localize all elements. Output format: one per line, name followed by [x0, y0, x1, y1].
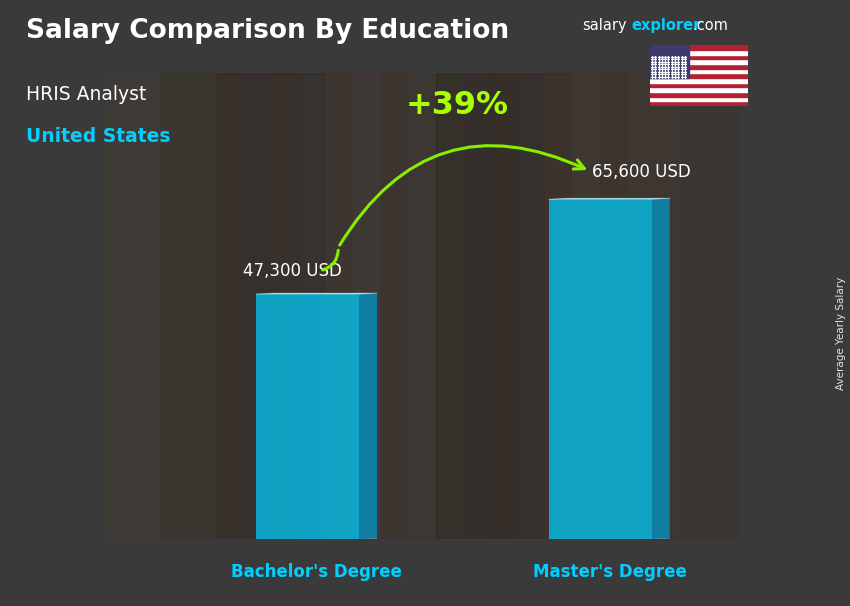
Bar [216, 73, 351, 539]
Bar [650, 64, 748, 68]
Bar [650, 45, 748, 50]
Polygon shape [549, 198, 670, 199]
Bar [162, 73, 297, 539]
Bar [650, 92, 748, 97]
Text: Master's Degree: Master's Degree [532, 562, 687, 581]
Bar [600, 73, 736, 539]
Text: Average Yearly Salary: Average Yearly Salary [836, 277, 846, 390]
Bar [650, 87, 748, 92]
Text: .com: .com [693, 18, 728, 33]
Text: explorer: explorer [632, 18, 701, 33]
Bar [650, 97, 748, 101]
Polygon shape [652, 198, 670, 539]
Text: 65,600 USD: 65,600 USD [592, 162, 691, 181]
Text: +39%: +39% [405, 90, 508, 121]
Bar [490, 73, 626, 539]
Polygon shape [359, 293, 377, 539]
Bar [650, 68, 748, 73]
Bar [650, 59, 748, 64]
Bar [326, 73, 462, 539]
Bar [650, 50, 748, 55]
Bar [650, 83, 748, 87]
Text: salary: salary [582, 18, 626, 33]
Text: Bachelor's Degree: Bachelor's Degree [231, 562, 402, 581]
Bar [650, 55, 748, 59]
Text: United States: United States [26, 127, 170, 146]
Bar [435, 73, 571, 539]
Polygon shape [257, 293, 377, 294]
Bar [381, 73, 516, 539]
Bar [650, 45, 689, 78]
Text: Salary Comparison By Education: Salary Comparison By Education [26, 18, 508, 44]
Polygon shape [257, 294, 359, 539]
Bar [650, 73, 748, 78]
Text: HRIS Analyst: HRIS Analyst [26, 85, 146, 104]
Bar [650, 101, 748, 106]
Bar [106, 73, 241, 539]
Bar [650, 78, 748, 83]
Bar [271, 73, 406, 539]
Bar [546, 73, 681, 539]
Polygon shape [549, 199, 652, 539]
Text: 47,300 USD: 47,300 USD [243, 262, 342, 280]
